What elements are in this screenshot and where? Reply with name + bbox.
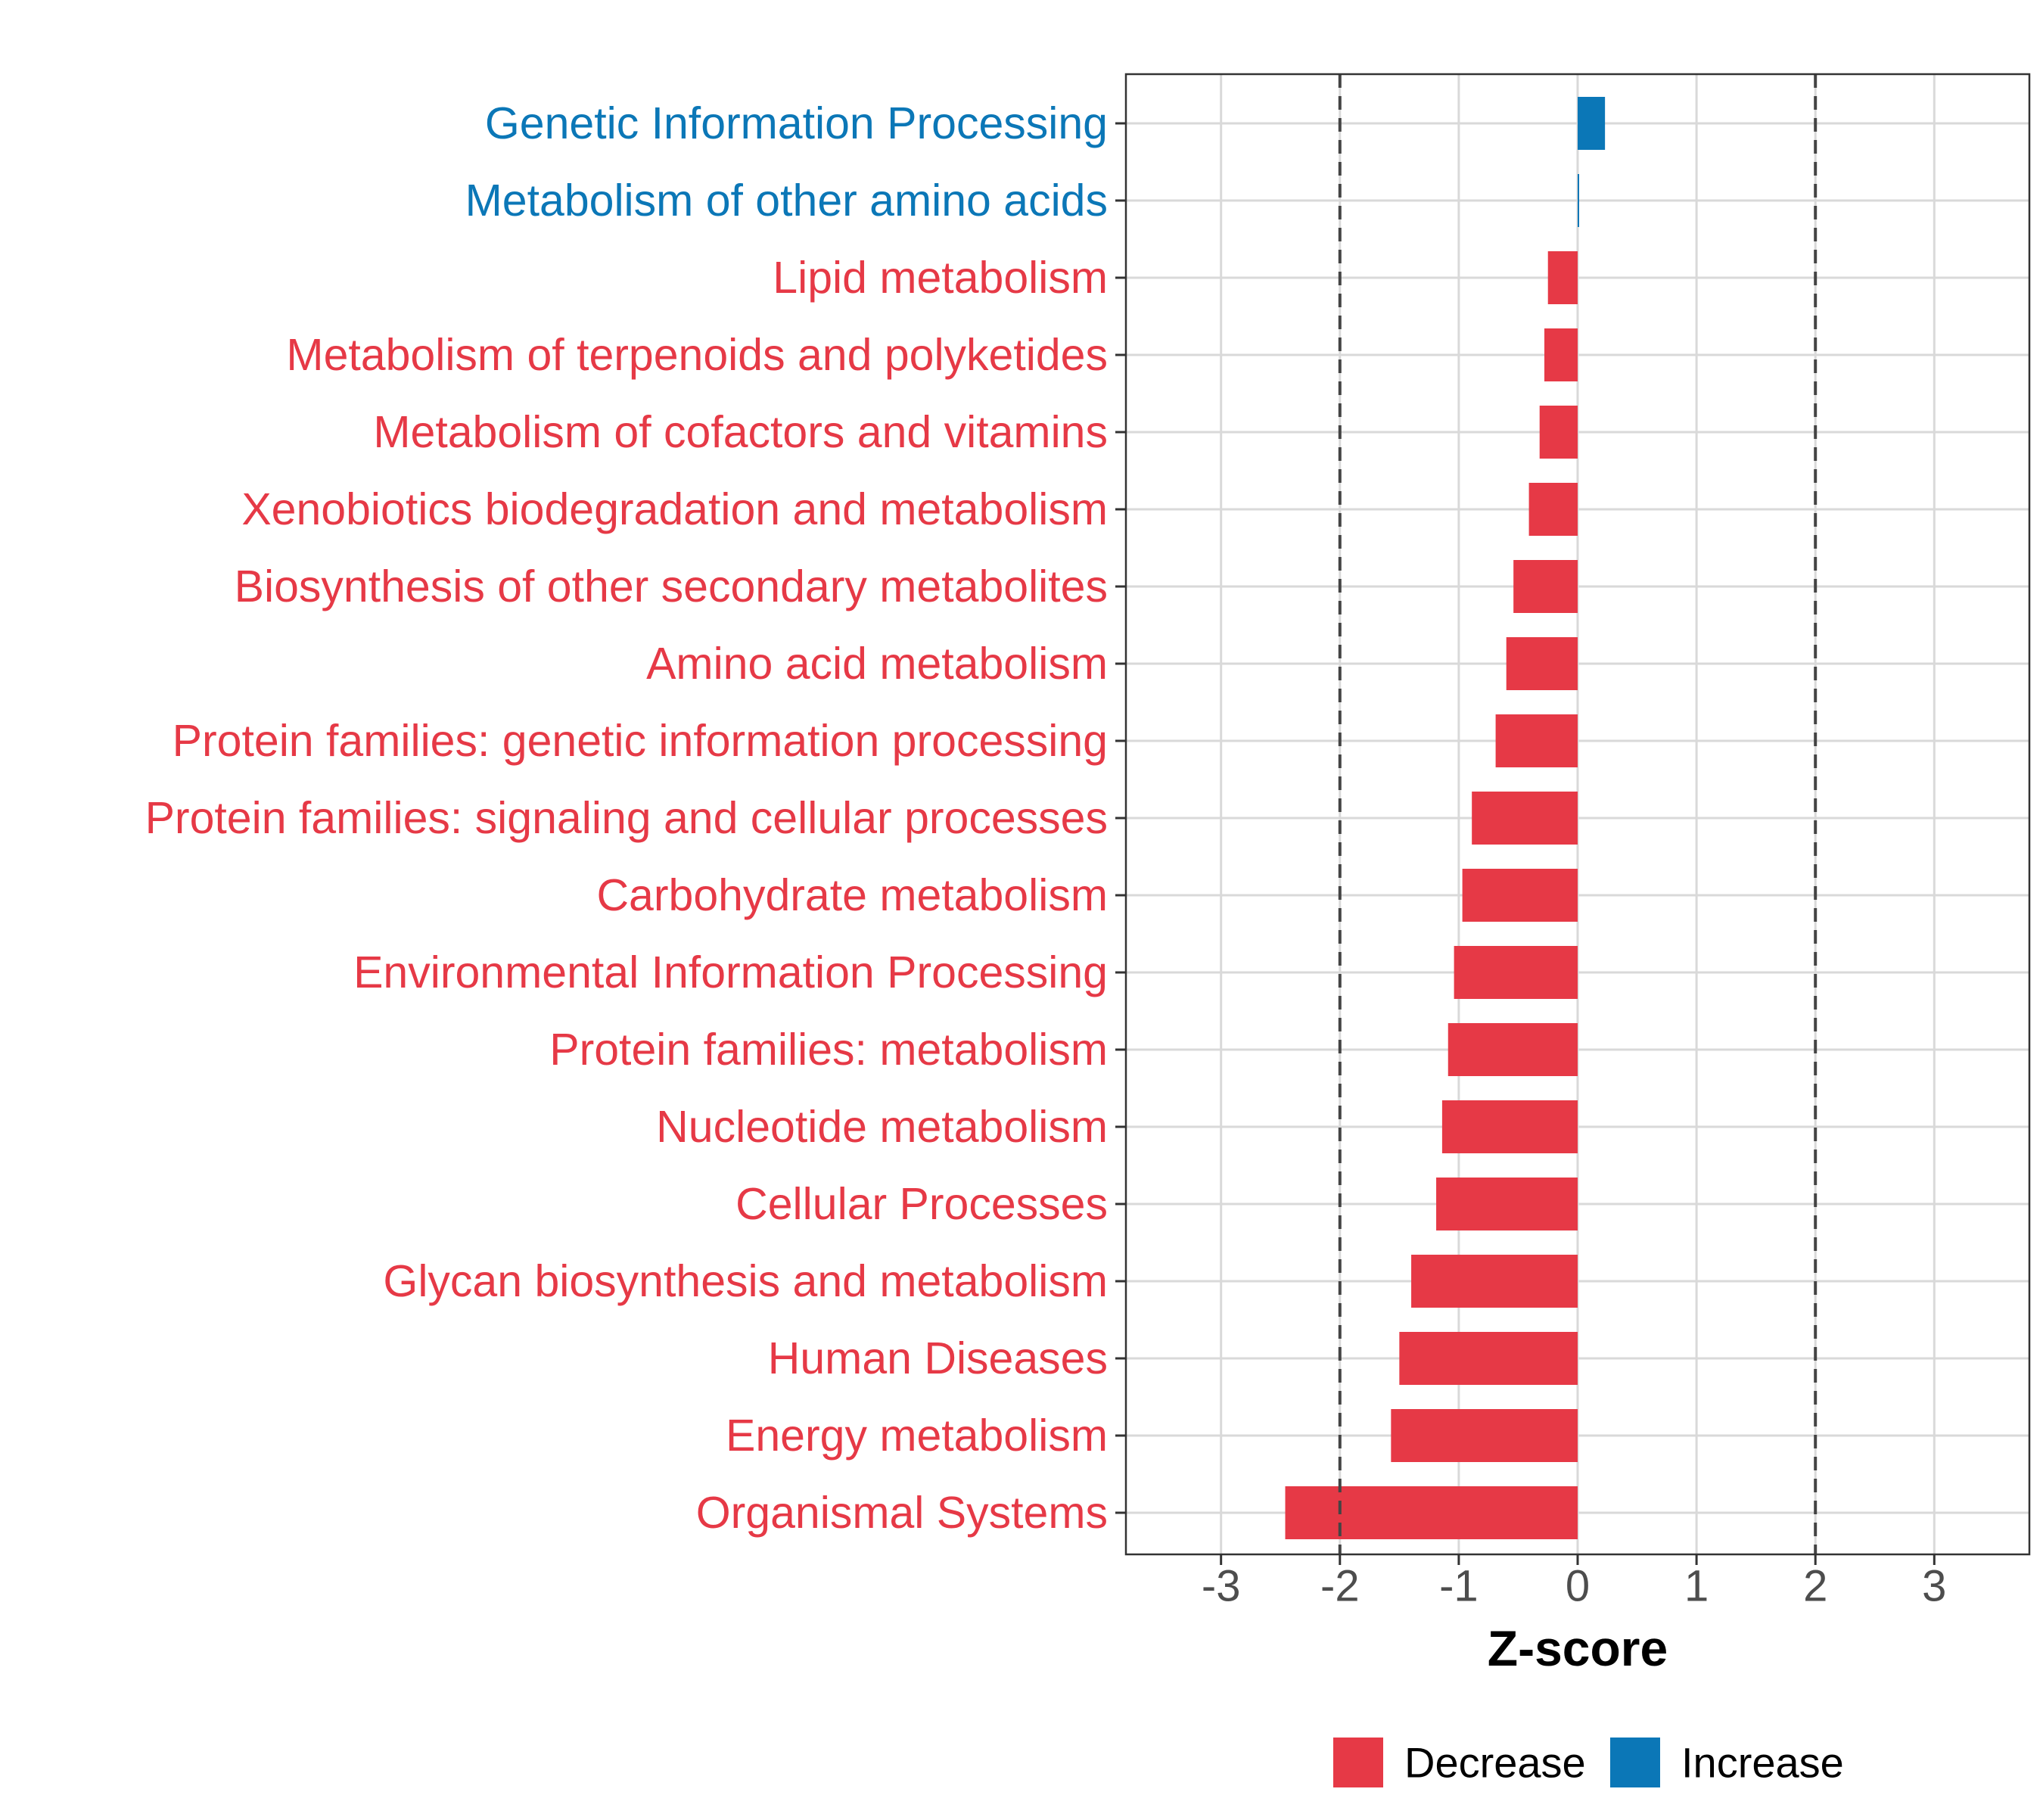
legend-swatch-decrease [1333, 1738, 1383, 1787]
y-category-label: Carbohydrate metabolism [596, 870, 1108, 920]
bar [1547, 251, 1578, 304]
y-category-label: Cellular Processes [735, 1179, 1108, 1229]
y-category-label: Human Diseases [768, 1333, 1108, 1383]
x-tick-label: 0 [1566, 1562, 1590, 1611]
bar [1462, 869, 1578, 922]
bar [1391, 1409, 1578, 1462]
y-category-label: Glycan biosynthesis and metabolism [383, 1256, 1108, 1306]
bar [1539, 406, 1578, 459]
y-category-label: Organismal Systems [696, 1488, 1108, 1538]
y-category-label: Amino acid metabolism [646, 639, 1108, 689]
bar [1411, 1255, 1578, 1308]
y-category-label: Protein families: metabolism [549, 1025, 1108, 1075]
y-category-label: Protein families: genetic information pr… [173, 716, 1108, 766]
x-tick-label: -3 [1202, 1562, 1241, 1611]
y-category-label: Environmental Information Processing [353, 947, 1108, 997]
y-category-label: Genetic Information Processing [485, 98, 1108, 148]
legend-label-decrease: Decrease [1404, 1739, 1586, 1787]
bar [1285, 1486, 1578, 1539]
bar [1544, 328, 1578, 381]
y-category-label: Lipid metabolism [773, 253, 1108, 303]
x-tick-label: -1 [1439, 1562, 1479, 1611]
bar [1495, 714, 1578, 767]
y-category-label: Xenobiotics biodegradation and metabolis… [241, 484, 1108, 534]
bar [1441, 1100, 1578, 1153]
bar [1506, 637, 1578, 690]
bar [1454, 946, 1578, 999]
bar [1578, 174, 1579, 227]
x-tick-label: -2 [1320, 1562, 1360, 1611]
legend-swatch-increase [1610, 1738, 1660, 1787]
legend: Decrease Increase [1333, 1738, 1844, 1787]
bar [1436, 1178, 1578, 1230]
bars [1285, 97, 1606, 1539]
bar [1472, 792, 1578, 845]
x-axis-title: Z-score [1488, 1620, 1668, 1676]
y-category-label: Protein families: signaling and cellular… [145, 793, 1108, 843]
bar [1578, 97, 1606, 150]
bar [1528, 483, 1578, 536]
y-category-label: Metabolism of other amino acids [465, 176, 1108, 226]
y-category-label: Metabolism of terpenoids and polyketides [286, 330, 1108, 380]
x-tick-label: 1 [1684, 1562, 1709, 1611]
y-axis-category-labels: Genetic Information Processing Metabolism… [145, 98, 1108, 1538]
y-axis-ticks [1115, 122, 1126, 1514]
bar [1399, 1332, 1578, 1385]
x-tick-label: 3 [1922, 1562, 1946, 1611]
bar [1513, 560, 1578, 613]
x-tick-label: 2 [1803, 1562, 1827, 1611]
y-category-label: Nucleotide metabolism [656, 1102, 1108, 1152]
bar [1448, 1023, 1578, 1076]
reference-lines [1338, 74, 1818, 1554]
legend-label-increase: Increase [1681, 1739, 1844, 1787]
y-category-label: Biosynthesis of other secondary metaboli… [235, 562, 1108, 611]
x-axis-ticks: -3 -2 -1 0 1 2 3 [1202, 1554, 1946, 1611]
y-category-label: Energy metabolism [726, 1411, 1108, 1461]
y-category-label: Metabolism of cofactors and vitamins [373, 407, 1108, 457]
